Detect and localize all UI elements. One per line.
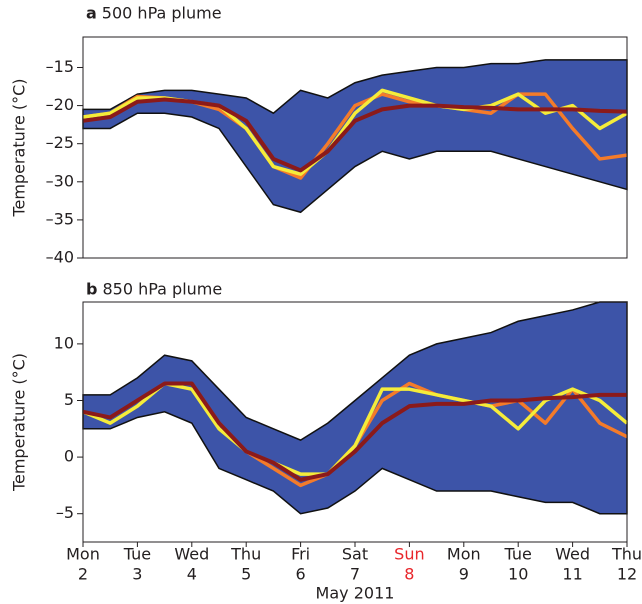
x-tick-weekday: Wed — [174, 545, 209, 564]
y-tick-label: –30 — [46, 171, 74, 190]
x-tick-label: 9 — [459, 565, 469, 584]
x-tick-weekday: Mon — [66, 545, 100, 564]
panel-letter: a — [86, 4, 97, 23]
y-tick-label: –15 — [46, 57, 74, 76]
x-tick-weekday: Thu — [230, 545, 261, 564]
y-tick-label: 10 — [54, 333, 74, 352]
panel-title: 500 hPa plume — [102, 4, 222, 23]
y-tick-label: –35 — [46, 209, 74, 228]
x-tick-weekday: Mon — [447, 545, 481, 564]
y-tick-label: –20 — [46, 95, 74, 114]
y-tick-label: 0 — [64, 447, 74, 466]
x-tick-weekday: Sun — [394, 545, 424, 564]
y-axis-label: Temperature (°C) — [10, 78, 29, 217]
x-tick-weekday: Tue — [123, 545, 151, 564]
series-line — [82, 97, 628, 173]
x-tick-label: 5 — [241, 565, 251, 584]
y-tick-label: –5 — [56, 503, 74, 522]
x-tick-label: 11 — [562, 565, 582, 584]
x-tick-weekday: Sat — [342, 545, 368, 564]
x-tick-label: 10 — [508, 565, 528, 584]
x-axis-label: May 2011 — [316, 584, 395, 603]
y-tick-label: –40 — [46, 248, 74, 267]
series-line — [82, 381, 627, 482]
panel-letter: b — [86, 280, 97, 299]
x-tick-weekday: Fri — [291, 545, 310, 564]
y-tick-label: –25 — [46, 133, 74, 152]
x-tick-label: 3 — [132, 565, 142, 584]
y-tick-label: 5 — [64, 390, 74, 409]
y-axis-label: Temperature (°C) — [10, 353, 29, 492]
x-tick-label: 4 — [187, 565, 197, 584]
x-tick-weekday: Tue — [504, 545, 532, 564]
plot-frame — [82, 36, 628, 259]
x-tick-weekday: Wed — [555, 545, 590, 564]
x-tick-weekday: Thu — [611, 545, 642, 564]
x-tick-label: 6 — [296, 565, 306, 584]
x-tick-label: 2 — [78, 565, 88, 584]
spread-envelope — [82, 301, 628, 515]
x-tick-label: 12 — [617, 565, 637, 584]
x-tick-label: 8 — [404, 565, 414, 584]
x-tick-label: 7 — [350, 565, 360, 584]
spread-envelope — [82, 59, 628, 214]
panel-title: 850 hPa plume — [102, 280, 222, 299]
